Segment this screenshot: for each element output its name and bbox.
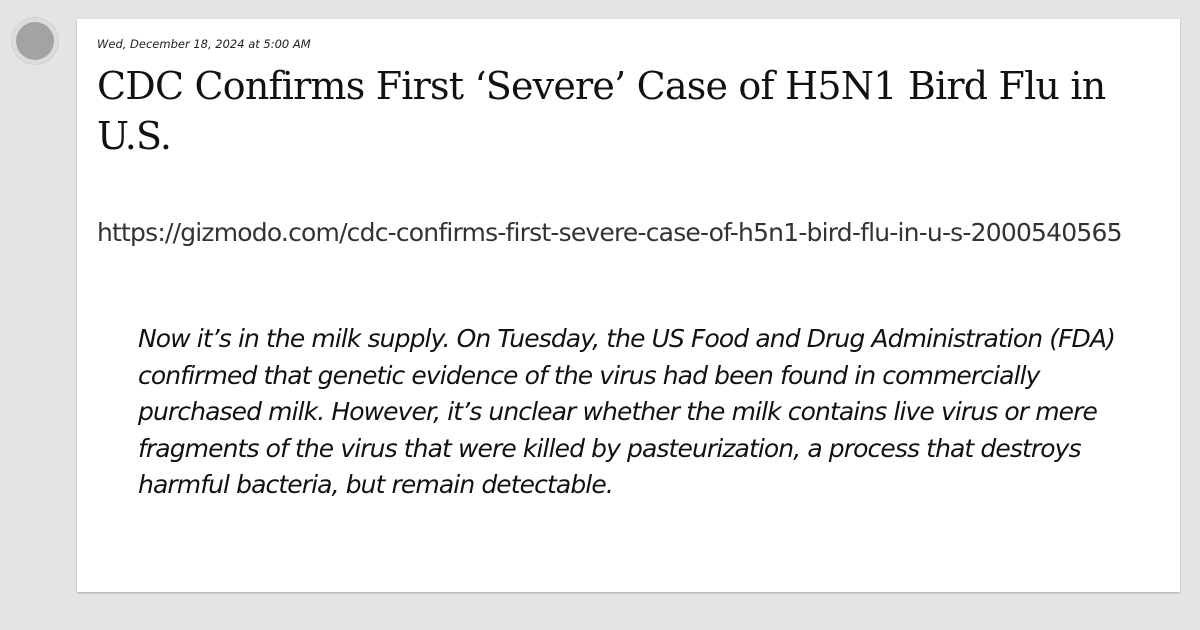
post-link[interactable]: https://gizmodo.com/cdc-confirms-first-s… <box>97 218 1123 247</box>
post-timestamp: Wed, December 18, 2024 at 5:00 AM <box>97 37 311 51</box>
avatar-placeholder-icon <box>16 22 54 60</box>
avatar[interactable] <box>12 18 58 64</box>
post-card: Wed, December 18, 2024 at 5:00 AM CDC Co… <box>77 19 1180 592</box>
post-headline: CDC Confirms First ‘Severe’ Case of H5N1… <box>97 64 1106 158</box>
post-quote: Now it’s in the milk supply. On Tuesday,… <box>138 324 1116 499</box>
